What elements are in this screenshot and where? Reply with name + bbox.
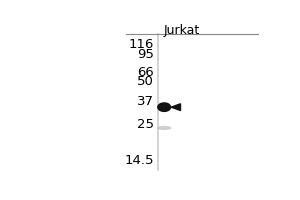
Text: Jurkat: Jurkat bbox=[164, 24, 200, 37]
Ellipse shape bbox=[158, 103, 171, 111]
Ellipse shape bbox=[158, 127, 171, 129]
Text: 116: 116 bbox=[128, 38, 154, 51]
Text: 25: 25 bbox=[137, 118, 154, 131]
Text: 14.5: 14.5 bbox=[124, 154, 154, 167]
Text: 66: 66 bbox=[137, 66, 154, 79]
Text: 50: 50 bbox=[137, 75, 154, 88]
Text: 37: 37 bbox=[137, 95, 154, 108]
Polygon shape bbox=[171, 104, 181, 111]
Text: 95: 95 bbox=[137, 48, 154, 61]
